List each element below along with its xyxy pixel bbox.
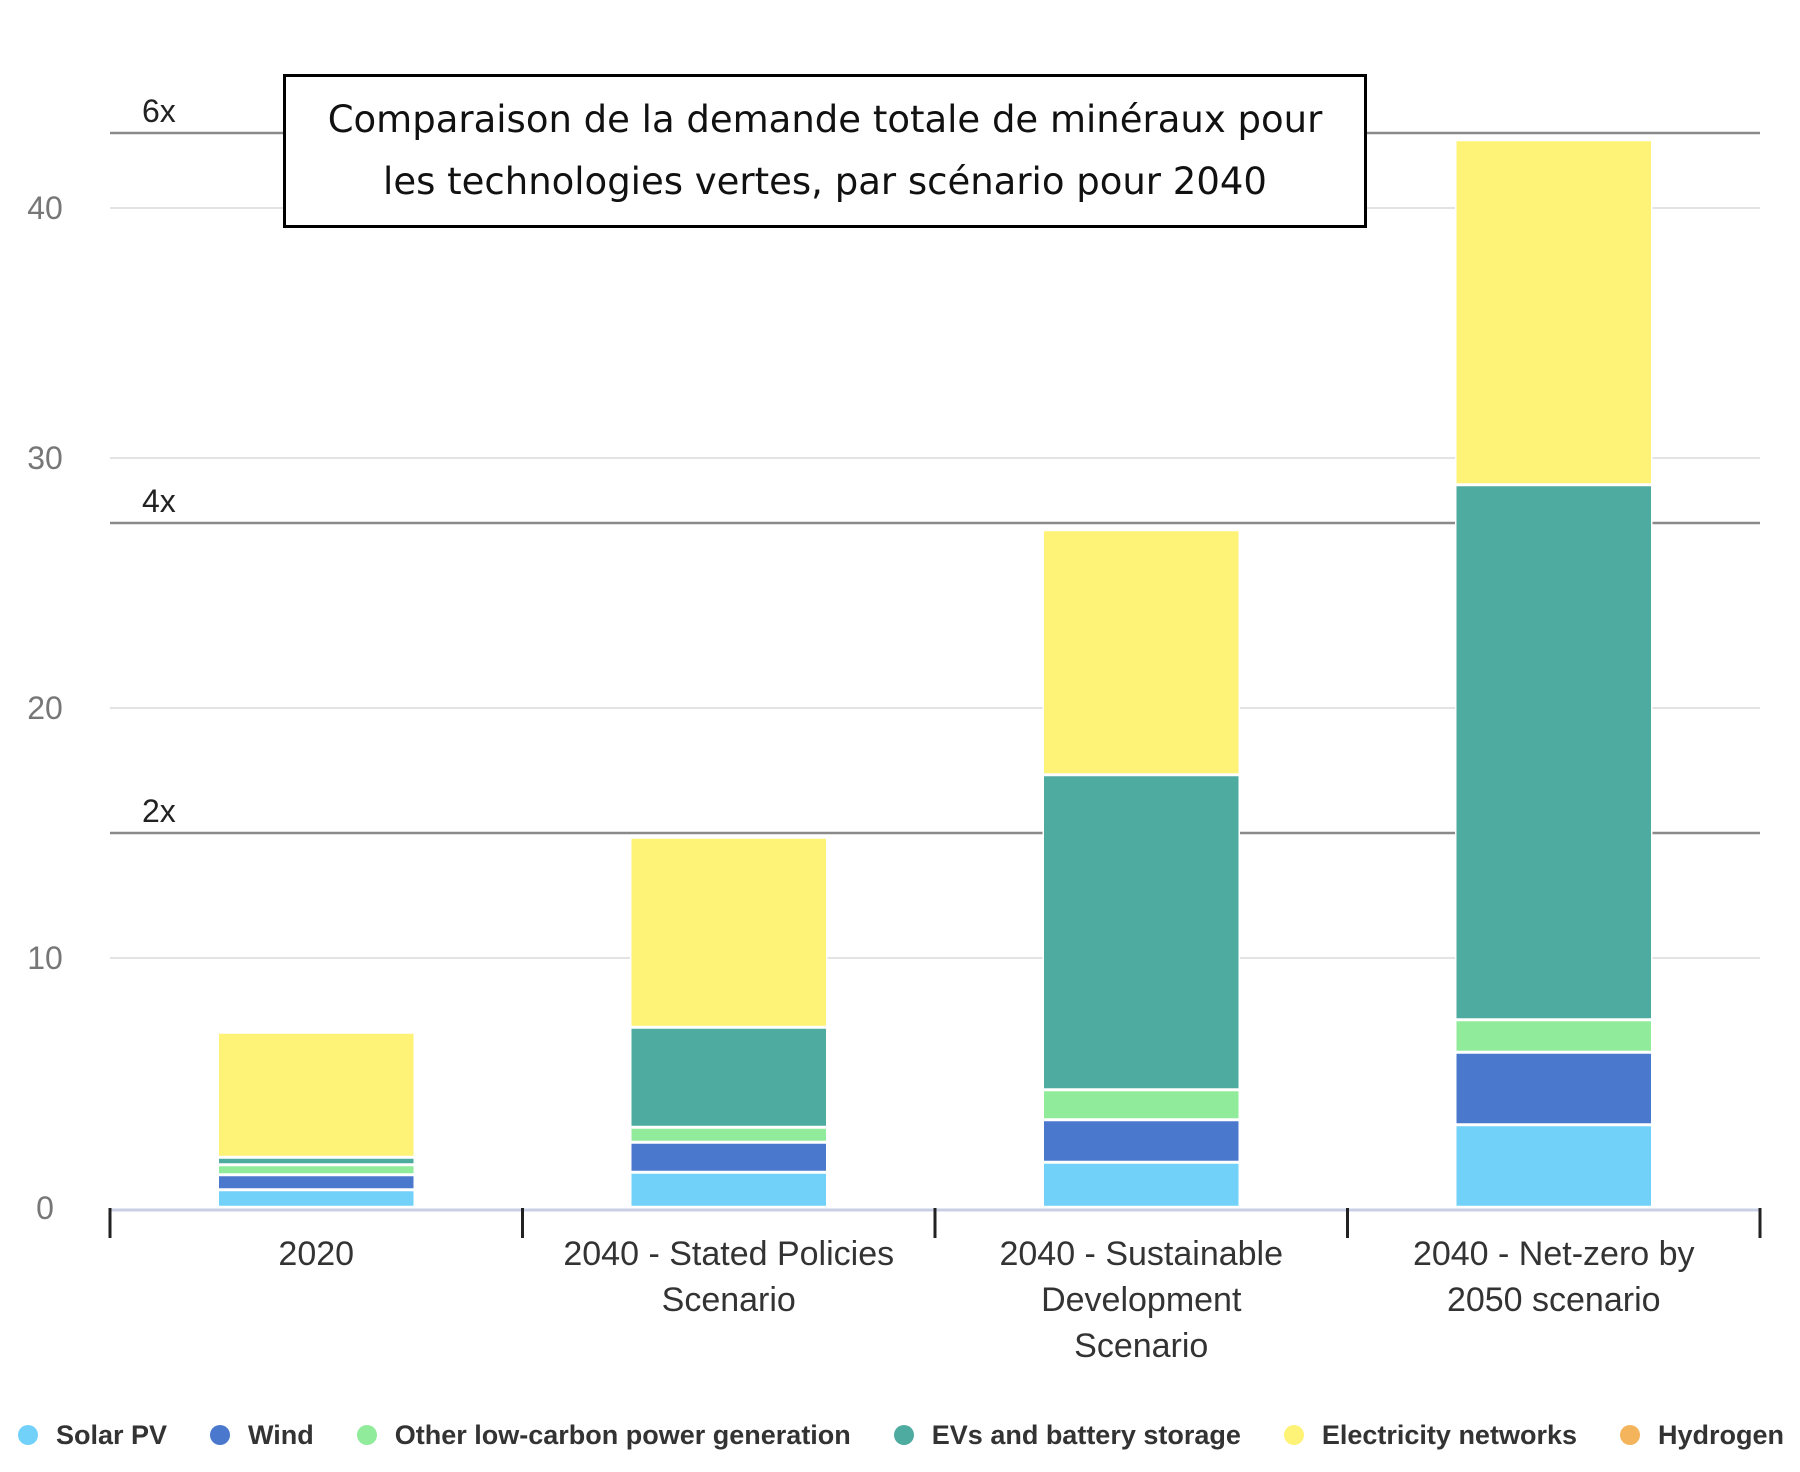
bar-segment xyxy=(630,1127,828,1143)
y-tick-label: 10 xyxy=(27,940,63,976)
x-tick-label: 2040 - Net-zero by xyxy=(1413,1235,1695,1273)
bar-segment xyxy=(630,1172,828,1208)
legend-swatch xyxy=(356,1425,377,1445)
x-axis-labels: 2020 2040 - Stated Policies Scenario 2040 -… xyxy=(278,1235,1694,1365)
x-tick-label: Development xyxy=(1041,1281,1242,1319)
bar-segment xyxy=(1455,484,1653,1020)
bar-segment xyxy=(1042,1119,1240,1163)
x-tick-label: 2020 xyxy=(278,1235,354,1273)
legend-swatch xyxy=(893,1425,914,1445)
x-tick-label: 2040 - Stated Policies xyxy=(563,1235,894,1273)
legend: Solar PV Wind Other low-carbon power gener… xyxy=(0,1410,1800,1460)
legend-label: Hydrogen xyxy=(1657,1419,1784,1450)
x-tick-label: Scenario xyxy=(1074,1327,1208,1365)
x-tick-label: 2040 - Sustainable xyxy=(999,1235,1283,1273)
bar-segment xyxy=(217,1157,415,1165)
y-axis-ticks: 0 10 20 30 40 xyxy=(27,190,63,1226)
legend-item: Other low-carbon power generation xyxy=(356,1419,851,1451)
x-tick-label: 2050 scenario xyxy=(1447,1281,1661,1319)
reference-line-label: 4x xyxy=(142,483,176,519)
bar-segment xyxy=(630,1142,828,1173)
legend-label: Other low-carbon power generation xyxy=(394,1419,851,1450)
bar-segment xyxy=(1042,774,1240,1090)
legend-swatch xyxy=(1283,1425,1304,1445)
legend-label: Electricity networks xyxy=(1321,1419,1577,1450)
bar-segment xyxy=(1455,139,1653,485)
reference-line-label: 6x xyxy=(142,93,176,129)
bar-segment xyxy=(1042,529,1240,775)
legend-swatch xyxy=(210,1425,231,1445)
bar-segment xyxy=(217,1174,415,1190)
bar-segment xyxy=(1042,1162,1240,1208)
y-tick-label: 30 xyxy=(27,440,63,476)
bar-segment xyxy=(217,1189,415,1208)
bar-segment xyxy=(1455,1124,1653,1208)
legend-label: EVs and battery storage xyxy=(931,1419,1241,1450)
bar-segment xyxy=(1042,1089,1240,1120)
bar-segment xyxy=(630,837,828,1028)
chart-title: Comparaison de la demande totale de miné… xyxy=(283,74,1367,228)
bar-segment xyxy=(1455,1019,1653,1053)
reference-line-label: 2x xyxy=(142,793,176,829)
x-axis xyxy=(108,1208,1762,1238)
y-tick-label: 0 xyxy=(36,1190,54,1226)
legend-item: EVs and battery storage xyxy=(893,1419,1241,1451)
legend-item: Wind xyxy=(210,1420,314,1451)
y-tick-label: 40 xyxy=(27,190,63,226)
legend-label: Solar PV xyxy=(56,1419,168,1450)
y-tick-label: 20 xyxy=(27,690,63,726)
bar-segment xyxy=(1455,1052,1653,1125)
legend-swatch xyxy=(1619,1425,1640,1445)
bars xyxy=(217,139,1653,1208)
legend-item: Hydrogen xyxy=(1619,1419,1784,1451)
bar-segment xyxy=(217,1164,415,1175)
x-tick-label: Scenario xyxy=(662,1281,796,1319)
bar-segment xyxy=(217,1032,415,1158)
legend-swatch xyxy=(18,1425,38,1445)
legend-item: Electricity networks xyxy=(1283,1419,1577,1451)
legend-item: Solar PV xyxy=(18,1420,167,1451)
legend-label: Wind xyxy=(248,1419,314,1450)
bar-segment xyxy=(630,1027,828,1128)
